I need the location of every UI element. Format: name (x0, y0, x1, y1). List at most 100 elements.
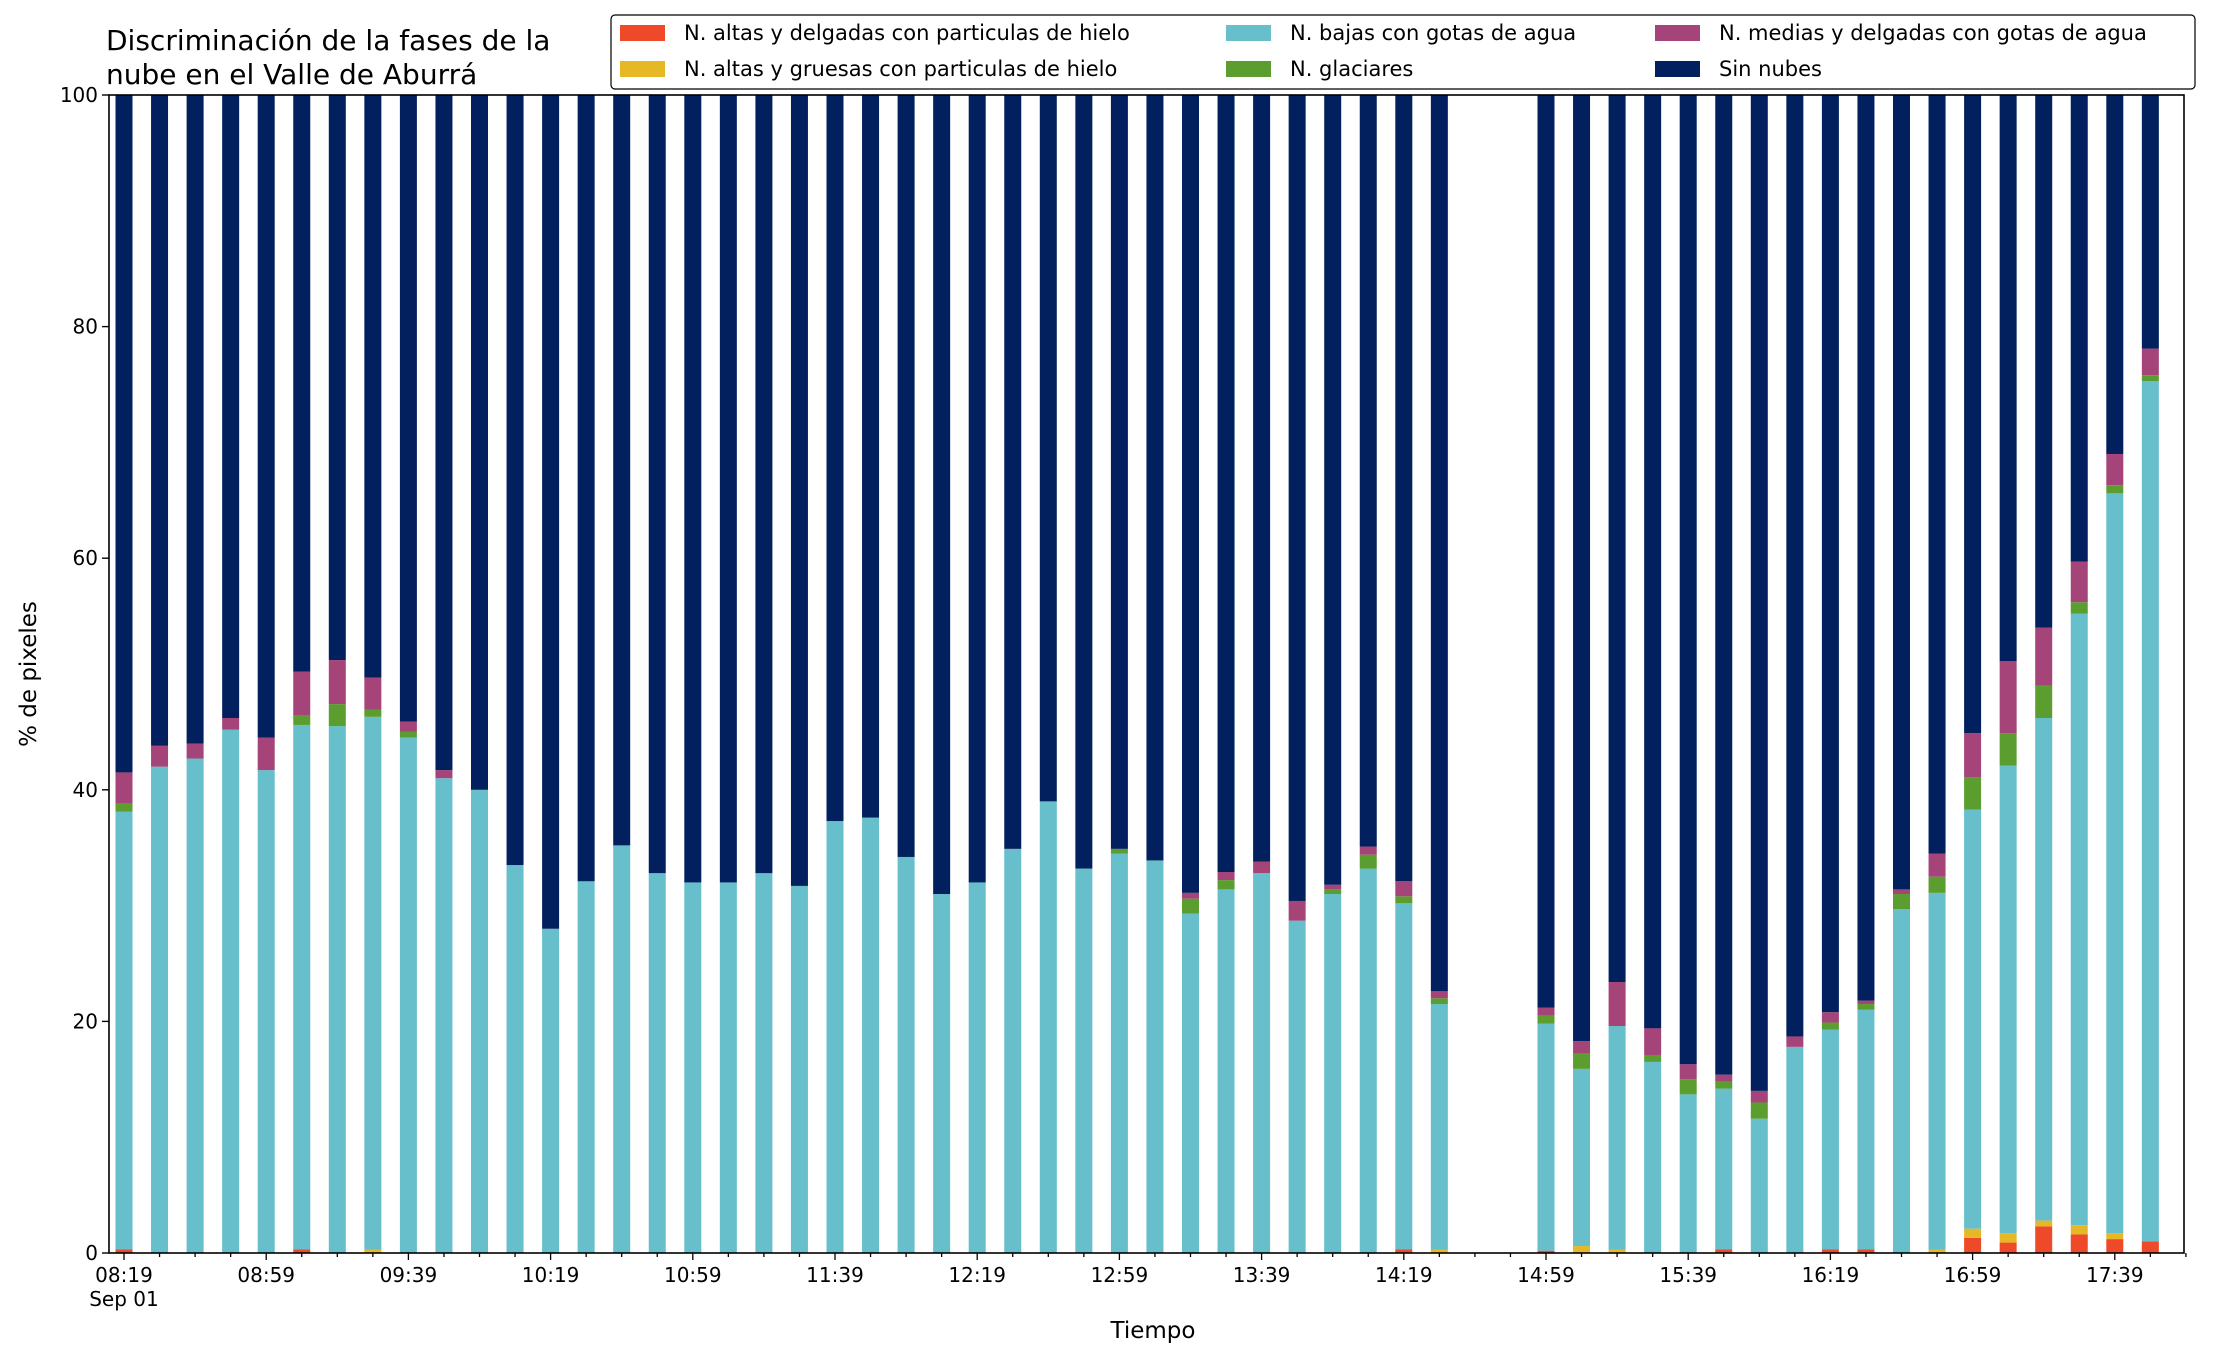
bar-segment-1409-series-2 (1359, 868, 1377, 1253)
bar-segment-0919-series-5 (328, 95, 346, 661)
bar-segment-1549-series-3 (1715, 1081, 1733, 1089)
bar-segment-1329-series-5 (1217, 95, 1235, 873)
bar-segment-1529-series-5 (1644, 95, 1662, 1029)
bar-segment-1349-series-4 (1288, 900, 1306, 921)
bar-segment-1429-series-5 (1430, 95, 1448, 992)
bar-segment-0819-series-2 (115, 811, 133, 1250)
bar-segment-0909-series-0 (293, 1249, 311, 1253)
bar-segment-1549-series-5 (1715, 95, 1733, 1075)
bar-segment-1749-series-3 (2141, 375, 2159, 382)
x-tick-label: 15:39 (1659, 1263, 1717, 1287)
bar-segment-1539-series-3 (1679, 1079, 1697, 1095)
bar-segment-1559-series-5 (1750, 95, 1768, 1091)
bar-segment-1139-series-2 (826, 821, 844, 1253)
bar-segment-1259-series-5 (1110, 95, 1128, 849)
bar-segment-1709-series-2 (1999, 765, 2017, 1234)
bar-segment-1519-series-2 (1608, 1026, 1626, 1250)
bar-segment-1659-series-1 (1964, 1228, 1982, 1238)
bar-segment-0819-series-3 (115, 803, 133, 812)
bar-segment-1039-series-5 (613, 95, 631, 846)
y-tick-label: 40 (73, 778, 98, 802)
x-tick-label: 11:39 (806, 1263, 864, 1287)
bar-segment-1419-series-5 (1395, 95, 1413, 882)
bar-segment-1509-series-2 (1573, 1068, 1591, 1247)
bar-segment-0859-series-2 (257, 770, 275, 1253)
bar-segment-1419-series-4 (1395, 881, 1413, 897)
bar-segment-1659-series-3 (1964, 777, 1982, 810)
bar-segment-1709-series-0 (1999, 1242, 2017, 1253)
bar-segment-1009-series-2 (506, 865, 524, 1253)
x-tick-label: 16:59 (1944, 1263, 2002, 1287)
bar-segment-0909-series-5 (293, 95, 311, 672)
bar-segment-1519-series-5 (1608, 95, 1626, 983)
bar-segment-0929-series-1 (364, 1249, 382, 1253)
bar-segment-1619-series-0 (1821, 1249, 1839, 1253)
bar-segment-1059-series-2 (684, 882, 702, 1253)
bar-segment-1739-series-2 (2106, 493, 2124, 1234)
bar-segment-0909-series-2 (293, 724, 311, 1250)
bar-segment-0839-series-5 (186, 95, 204, 744)
bar-segment-1659-series-2 (1964, 809, 1982, 1229)
bar-segment-1729-series-0 (2070, 1234, 2088, 1253)
bar-segment-1639-series-2 (1893, 909, 1910, 1253)
bar-segment-1719-series-2 (2035, 718, 2053, 1221)
bar-segment-1739-series-4 (2106, 453, 2124, 486)
bar-segment-1159-series-5 (897, 95, 915, 857)
legend: N. altas y delgadas con particulas de hi… (610, 14, 2196, 90)
bar-segment-1729-series-5 (2070, 95, 2088, 562)
bar-segment-1709-series-3 (1999, 733, 2017, 766)
bar-segment-1629-series-3 (1857, 1004, 1875, 1010)
bar-segment-1709-series-4 (1999, 661, 2017, 734)
bar-segment-1609-series-2 (1786, 1046, 1804, 1253)
bar-segment-1609-series-5 (1786, 95, 1804, 1037)
bar-segment-1559-series-3 (1750, 1102, 1768, 1119)
bar-segment-1129-series-5 (790, 95, 808, 886)
bar-segment-0829-series-5 (151, 95, 169, 746)
x-tick-label: 13:39 (1233, 1263, 1291, 1287)
bar-segment-1109-series-5 (719, 95, 737, 883)
bar-segment-1659-series-4 (1964, 733, 1982, 778)
bar-segment-1409-series-4 (1359, 846, 1377, 855)
bar-segment-0839-series-4 (186, 743, 204, 759)
bar-segment-1459-series-4 (1537, 1007, 1555, 1016)
bar-segment-0929-series-4 (364, 677, 382, 710)
bar-segment-0849-series-5 (222, 95, 240, 718)
bar-segment-1309-series-2 (1146, 860, 1164, 1253)
bar-segment-1729-series-2 (2070, 613, 2088, 1226)
bar-segment-0849-series-4 (222, 718, 240, 730)
bar-segment-1329-series-4 (1217, 872, 1235, 881)
x-tick-label: 17:39 (2086, 1263, 2144, 1287)
bar-segment-0949-series-5 (435, 95, 453, 771)
bar-segment-1639-series-4 (1893, 889, 1910, 895)
bar-segment-1319-series-2 (1182, 913, 1199, 1253)
bar-segment-1229-series-2 (1004, 848, 1022, 1253)
y-tick-label: 20 (73, 1009, 98, 1033)
bar-segment-1019-series-2 (542, 928, 560, 1253)
bar-segment-1529-series-2 (1644, 1061, 1662, 1253)
bar-segment-1119-series-2 (755, 873, 773, 1253)
bar-segment-1509-series-1 (1573, 1246, 1591, 1253)
bar-segment-1529-series-3 (1644, 1054, 1662, 1062)
chart-title-line-2: nube en el Valle de Aburrá (106, 58, 477, 91)
bar-segment-0959-series-2 (471, 789, 488, 1253)
bar-segment-1619-series-3 (1821, 1022, 1839, 1030)
y-tick-label: 0 (85, 1241, 98, 1265)
bar-segment-1719-series-0 (2035, 1226, 2053, 1253)
bar-segment-1739-series-1 (2106, 1233, 2124, 1240)
bar-segment-1649-series-2 (1928, 892, 1946, 1250)
bar-segment-1629-series-4 (1857, 1000, 1875, 1005)
bar-segment-0939-series-3 (399, 731, 417, 738)
bar-segment-1549-series-0 (1715, 1249, 1733, 1253)
bar-segment-1009-series-5 (506, 95, 524, 866)
y-axis: 0 20 40 60 80 100 (60, 83, 109, 1265)
bar-segment-1329-series-2 (1217, 889, 1235, 1253)
bar-segment-1229-series-5 (1004, 95, 1022, 849)
bar-segment-1649-series-4 (1928, 853, 1946, 877)
legend-swatch (620, 61, 665, 77)
bar-segment-1649-series-1 (1928, 1249, 1946, 1253)
bar-segment-1409-series-3 (1359, 854, 1377, 869)
y-axis-title: % de pixeles (16, 601, 42, 747)
bar-segment-1719-series-1 (2035, 1220, 2053, 1227)
bar-segment-0959-series-5 (471, 95, 488, 790)
